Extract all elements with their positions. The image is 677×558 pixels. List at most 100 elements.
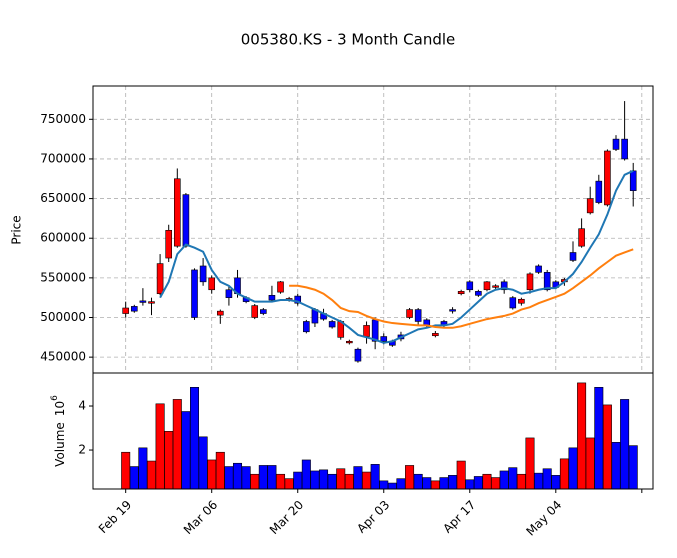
candle-body xyxy=(604,150,611,206)
candle-body xyxy=(543,272,551,291)
volume-bar xyxy=(164,431,174,490)
volume-bar xyxy=(301,459,311,490)
volume-bar xyxy=(233,462,243,490)
volume-bar xyxy=(465,479,475,490)
volume-bar xyxy=(405,465,415,490)
candle-body xyxy=(466,281,474,291)
candle-body xyxy=(217,310,224,316)
candle-body xyxy=(130,306,138,312)
y-tick-label: 700000 xyxy=(40,151,86,165)
y-tick-label: 550000 xyxy=(40,270,86,284)
candle-body xyxy=(432,333,439,337)
volume-bar xyxy=(534,472,544,490)
volume-bar xyxy=(508,467,518,490)
volume-bar xyxy=(482,473,492,490)
candle-body xyxy=(225,289,233,298)
candle-body xyxy=(294,295,302,304)
volume-bar xyxy=(499,470,509,490)
volume-bar xyxy=(190,387,200,490)
volume-y-tick-label: 4 xyxy=(78,399,86,413)
candle-body xyxy=(414,309,422,322)
volume-bar xyxy=(319,469,329,490)
chart-title: 005380.KS - 3 Month Candle xyxy=(241,31,456,49)
candle-body xyxy=(492,285,499,288)
candle-body xyxy=(612,138,620,150)
candle-body xyxy=(586,198,594,214)
volume-bar xyxy=(207,459,217,490)
candle-body xyxy=(191,269,198,318)
candle-body xyxy=(621,138,628,160)
volume-bar xyxy=(353,466,363,490)
candle-body xyxy=(122,307,129,314)
candle-body xyxy=(199,265,207,283)
volume-bar xyxy=(448,475,458,490)
volume-bar xyxy=(146,460,156,490)
volume-bar xyxy=(172,399,182,490)
candle-body xyxy=(277,281,284,293)
candle-body xyxy=(569,252,577,261)
candle-body xyxy=(303,321,310,333)
volume-bar xyxy=(250,473,260,490)
volume-bar xyxy=(198,436,208,490)
volume-bar xyxy=(344,473,354,490)
y-tick-label: 500000 xyxy=(40,310,86,324)
volume-label-text: Volume xyxy=(53,422,67,467)
candle-body xyxy=(208,277,216,291)
volume-bar xyxy=(396,478,406,490)
y-tick-label: 650000 xyxy=(40,191,86,205)
volume-bar xyxy=(267,465,277,490)
volume-y-tick-label: 2 xyxy=(78,443,86,457)
volume-bar xyxy=(155,403,165,490)
volume-bar xyxy=(525,437,535,490)
y-tick-label: 750000 xyxy=(40,112,86,126)
candle-body xyxy=(354,348,362,362)
candle-body xyxy=(156,263,164,295)
volume-bar xyxy=(611,442,621,490)
volume-bar xyxy=(370,464,380,490)
candle-body xyxy=(260,309,267,314)
volume-axis-label: Volume 106 xyxy=(50,395,67,467)
candle-body xyxy=(148,301,155,304)
candle-body xyxy=(371,319,379,342)
volume-bar xyxy=(293,471,303,490)
volume-bar xyxy=(602,404,612,490)
candle-body xyxy=(363,325,370,337)
candle-body xyxy=(449,309,456,312)
candle-body xyxy=(595,180,603,203)
volume-bar xyxy=(439,477,449,490)
candle-body xyxy=(406,309,413,318)
candle-body xyxy=(165,229,172,259)
volume-bar xyxy=(620,399,630,490)
volume-bar xyxy=(585,437,595,490)
volume-bar xyxy=(551,475,561,490)
volume-bar xyxy=(327,473,337,490)
candle-body xyxy=(328,321,336,328)
volume-bar xyxy=(181,411,191,490)
moving-average-line xyxy=(159,169,634,344)
volume-bar xyxy=(542,468,552,490)
candle-body xyxy=(174,178,181,247)
volume-bar xyxy=(473,476,483,490)
volume-bar xyxy=(258,465,268,490)
volume-bar xyxy=(628,445,638,490)
y-axis-label: Price xyxy=(10,215,24,244)
moving-average-line xyxy=(289,248,634,329)
candle-body xyxy=(518,298,525,304)
y-tick-label: 600000 xyxy=(40,231,86,245)
volume-bar xyxy=(379,480,389,490)
volume-bar xyxy=(387,482,397,490)
candle-body xyxy=(535,265,542,273)
volume-bar xyxy=(362,471,372,490)
volume-bar xyxy=(284,478,294,490)
volume-bar xyxy=(121,451,131,490)
candle-body xyxy=(251,305,259,318)
volume-bar xyxy=(241,466,251,490)
volume-bar xyxy=(577,382,587,490)
y-tick-label: 450000 xyxy=(40,350,86,364)
volume-scale-base: 10 xyxy=(53,401,67,416)
volume-bar xyxy=(224,466,234,490)
volume-bar xyxy=(559,458,569,490)
candle-body xyxy=(457,291,465,295)
volume-frame xyxy=(92,372,654,490)
